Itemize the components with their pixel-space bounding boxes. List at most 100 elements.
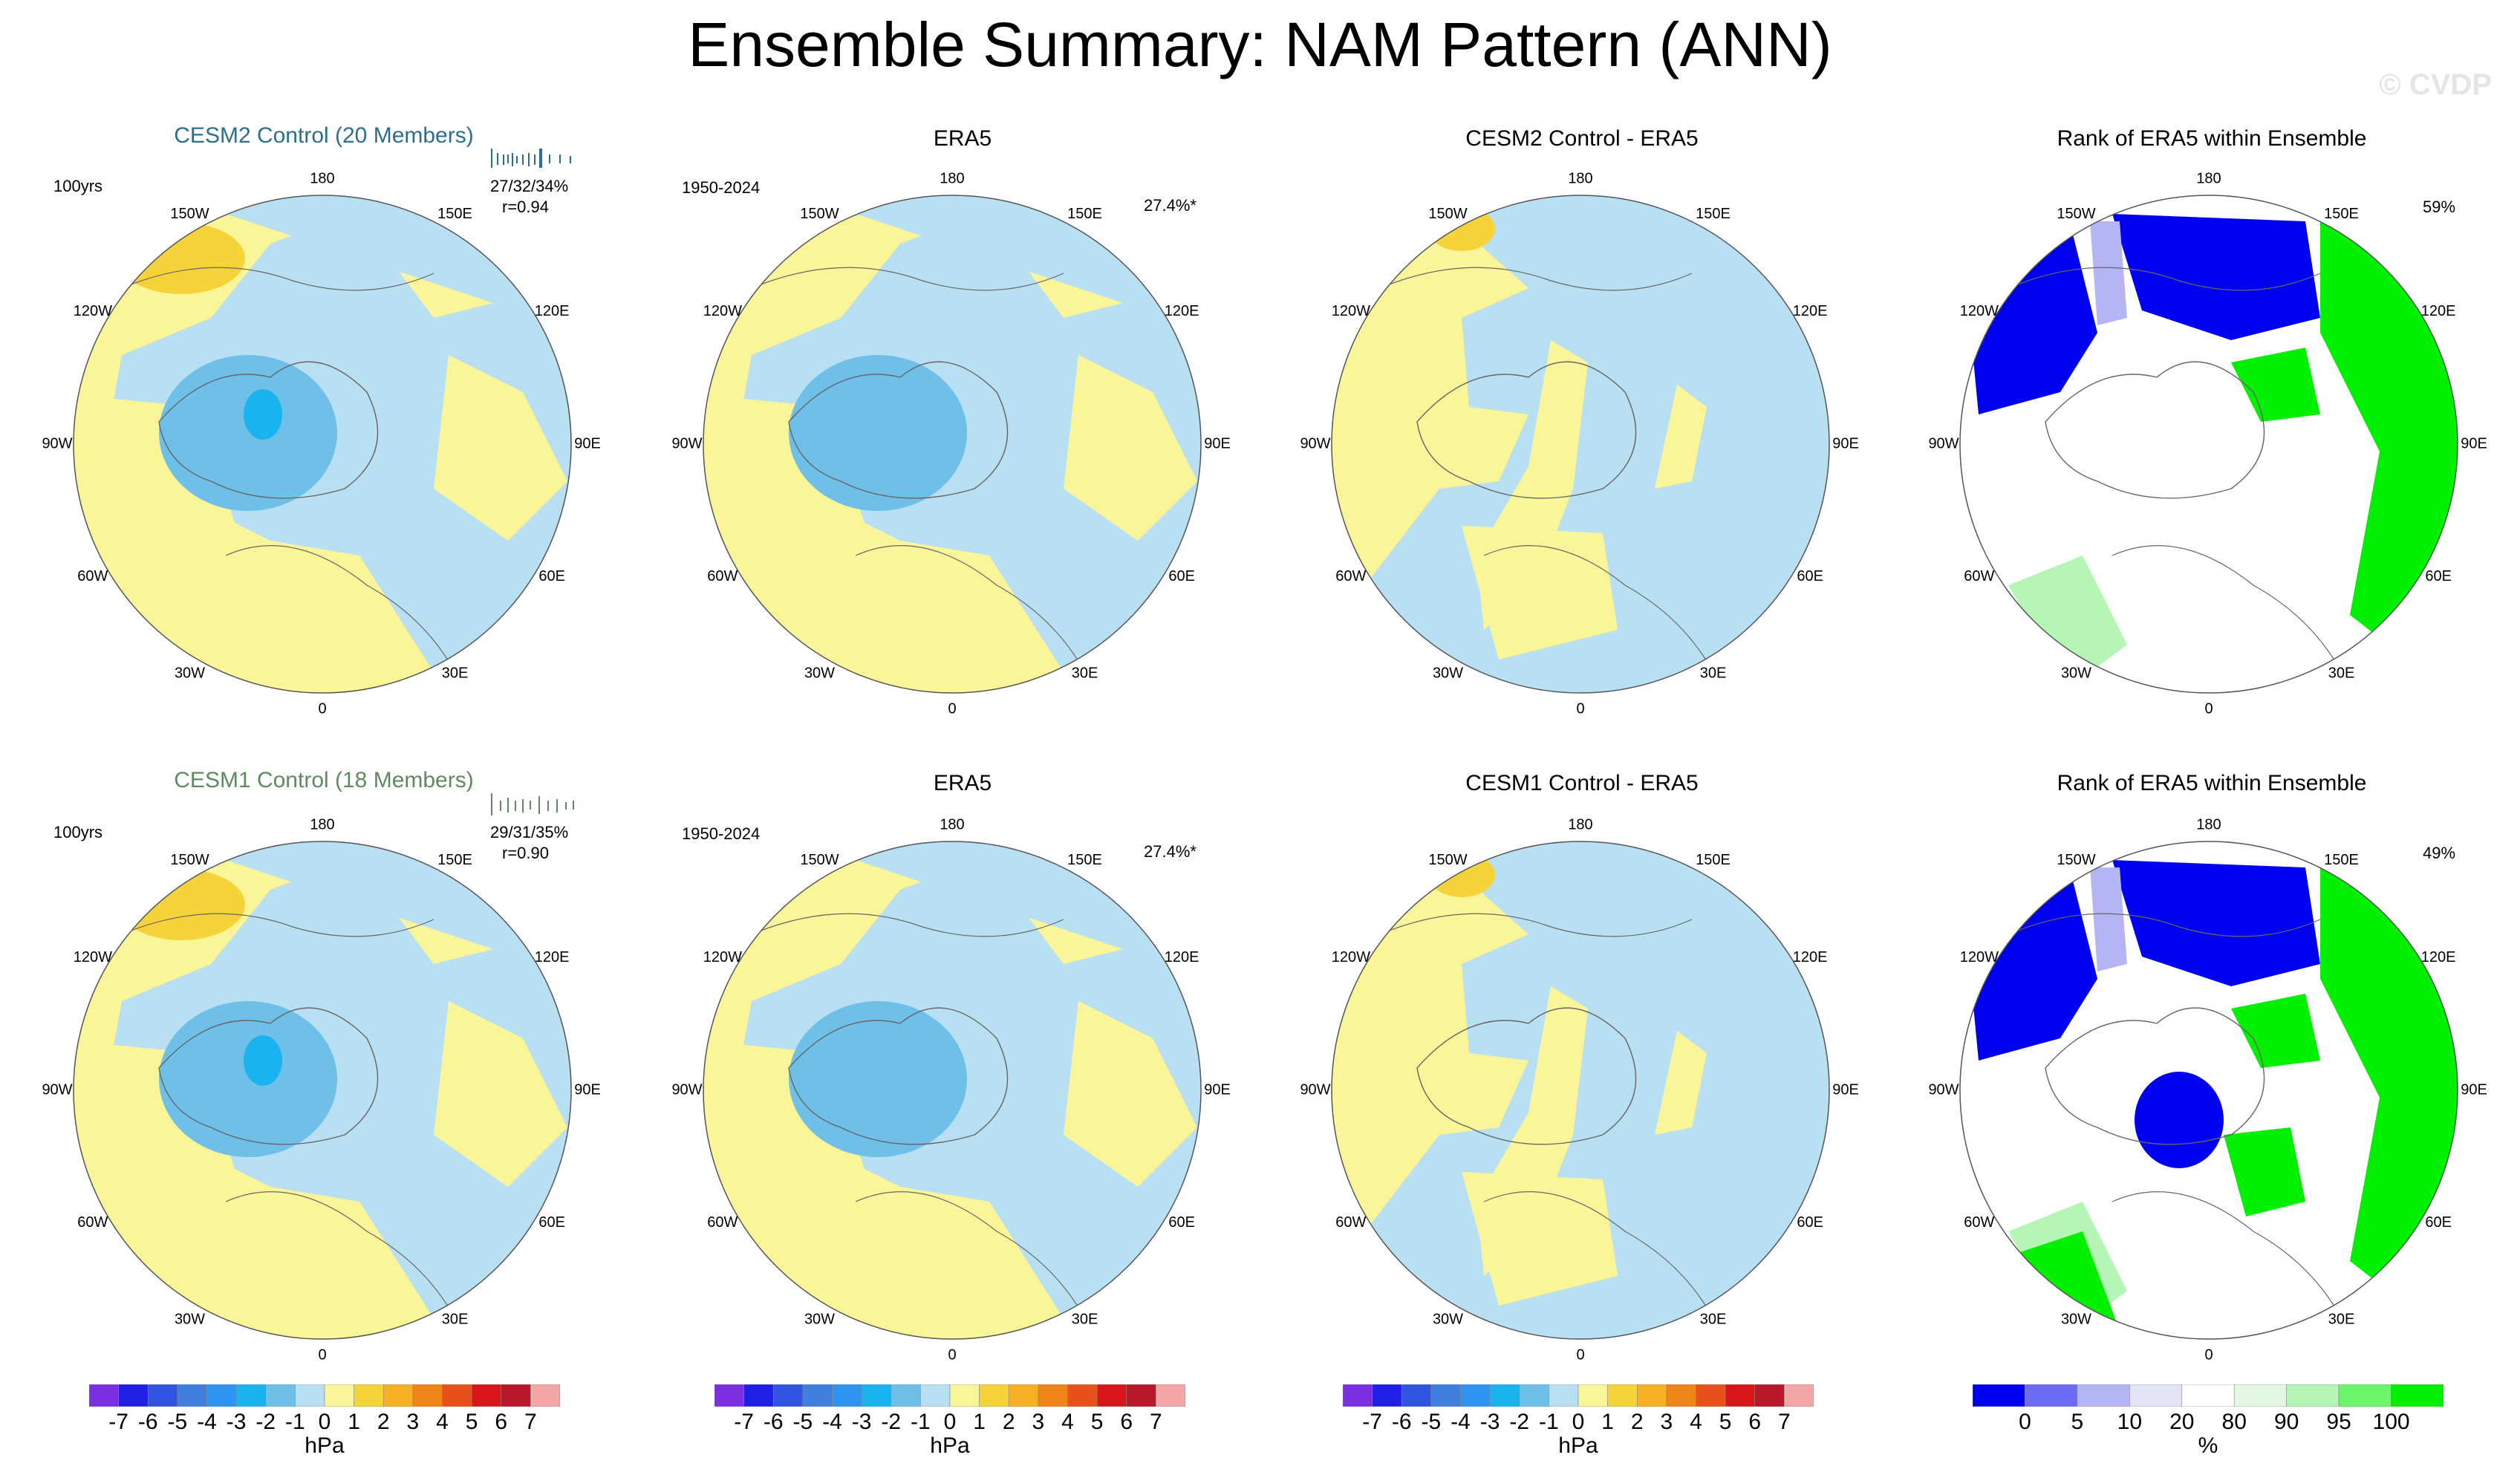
colorbar-tick-label: 6 <box>1748 1410 1762 1434</box>
longitude-label: 150W <box>800 206 839 222</box>
colorbar-box <box>1784 1384 1814 1407</box>
colorbar-box <box>714 1384 744 1407</box>
longitude-label: 180 <box>1568 170 1592 186</box>
colorbar-tick-label: -2 <box>881 1410 902 1434</box>
colorbar-tick-label: 4 <box>1690 1410 1702 1434</box>
colorbar-tick-label: 5 <box>465 1410 478 1434</box>
colorbar-tick-label: -6 <box>763 1410 784 1434</box>
coastline <box>121 913 434 937</box>
rank-low-region <box>2112 214 2320 340</box>
colorbar-tick-label: 1 <box>348 1410 360 1434</box>
colorbar-box <box>354 1384 384 1407</box>
longitude-label: 30E <box>2328 1311 2355 1327</box>
colorbar-tick-label: -4 <box>197 1410 217 1434</box>
longitude-label: 30W <box>804 1311 835 1327</box>
map-boundary <box>1959 195 2458 694</box>
coastline <box>1379 913 1693 937</box>
colorbar-tick-label: 6 <box>495 1410 508 1434</box>
longitude-label: 90W <box>42 1081 72 1098</box>
obs-period: 1950-2024 <box>682 824 761 843</box>
longitude-label: 150E <box>1696 206 1731 222</box>
colorbar-box <box>382 1384 414 1407</box>
longitude-label: 60E <box>538 568 565 584</box>
longitude-label: 60E <box>538 1214 565 1231</box>
longitude-label: 120W <box>703 303 742 319</box>
longitude-label: 150E <box>437 206 472 222</box>
map-cesm1-control: 180 150E 120E 90E 60E 30E 0 30W 60W 90W 120W 150W <box>42 816 600 1363</box>
coastline <box>2008 913 2321 937</box>
colorbar-tick-label: -6 <box>137 1410 158 1434</box>
colorbar-tick-label: -7 <box>108 1410 128 1434</box>
colorbar-boxes <box>1973 1384 2444 1407</box>
watermark: © CVDP <box>2379 68 2492 101</box>
longitude-label: 150W <box>1428 852 1467 868</box>
colorbar-unit: hPa <box>1558 1433 1598 1458</box>
coastline <box>855 545 1094 690</box>
coastline <box>225 545 464 690</box>
coastline <box>1379 267 1693 291</box>
colorbar-box <box>1460 1384 1491 1407</box>
longitude-label: 30E <box>1072 1311 1098 1327</box>
positive-anomaly-region <box>1064 355 1197 541</box>
coastline <box>788 1007 1009 1145</box>
panel-title-era5: ERA5 <box>933 771 992 795</box>
coastline <box>1483 1191 1722 1336</box>
longitude-label: 120E <box>1165 303 1199 319</box>
longitude-label: 150E <box>437 852 472 868</box>
colorbar-box <box>530 1384 560 1407</box>
map-boundary <box>703 195 1202 694</box>
colorbar-box <box>147 1384 178 1407</box>
map-boundary <box>1959 841 2458 1340</box>
panel-title-era5: ERA5 <box>933 126 992 151</box>
longitude-label: 150E <box>2324 206 2359 222</box>
longitude-label: 30E <box>1700 1311 1727 1327</box>
longitude-label: 90E <box>2461 1081 2487 1098</box>
negative-anomaly-core <box>789 355 967 511</box>
negative-anomaly-core <box>159 1001 337 1157</box>
longitude-label: 60E <box>2425 568 2452 584</box>
colorbar-unit: hPa <box>930 1433 970 1458</box>
longitude-label: 30E <box>2328 665 2355 681</box>
colorbar-box <box>1126 1384 1156 1407</box>
longitude-label: 60W <box>1335 568 1366 584</box>
longitude-label: 0 <box>2204 1346 2213 1363</box>
colorbar-boxes <box>89 1384 560 1407</box>
rank-below-region <box>2090 867 2127 971</box>
colorbar-tick-label: 4 <box>1061 1410 1074 1434</box>
longitude-label: 120E <box>1793 949 1828 965</box>
colorbar-tick-label: -3 <box>851 1410 872 1434</box>
colorbar-tick-label: 1 <box>973 1410 986 1434</box>
longitude-label: 180 <box>2196 816 2221 833</box>
longitude-label: 150E <box>2324 852 2359 868</box>
pattern-correlation: r=0.90 <box>502 844 549 862</box>
longitude-label: 180 <box>310 170 334 186</box>
colorbar-tick-label: 100 <box>2372 1410 2410 1434</box>
longitude-label: 120E <box>2421 949 2456 965</box>
panel-title-diff: CESM2 Control - ERA5 <box>1465 126 1699 151</box>
colorbar-box <box>324 1384 354 1407</box>
map-rank: 180 150E 120E 90E 60E 30E 0 30W 60W 90W 120W 150W <box>1928 816 2487 1363</box>
colorbar-box <box>772 1384 804 1407</box>
longitude-label: 150W <box>1428 206 1467 222</box>
colorbar-unit: hPa <box>305 1433 345 1458</box>
rank-high-region <box>2231 994 2320 1068</box>
pattern-correlation: r=0.94 <box>502 198 549 216</box>
longitude-label: 30E <box>1700 665 1727 681</box>
rank-above-region <box>2008 556 2127 689</box>
anomaly-minimum <box>244 389 282 440</box>
colorbar-box <box>861 1384 892 1407</box>
negative-anomaly-region <box>722 841 1201 1339</box>
longitude-label: 90W <box>1928 1081 1959 1098</box>
coastline <box>855 1191 1094 1336</box>
longitude-label: 60W <box>1964 1214 1994 1231</box>
colorbar-box <box>206 1384 237 1407</box>
map-boundary <box>73 841 572 1340</box>
longitude-label: 60W <box>77 1214 108 1231</box>
colorbar-box <box>802 1384 833 1407</box>
longitude-label: 30W <box>2061 1311 2091 1327</box>
colorbar-tick-label: 95 <box>2326 1410 2351 1434</box>
colorbar-tick-label: 5 <box>1719 1410 1732 1434</box>
colorbar-box <box>177 1384 207 1407</box>
map-boundary <box>1331 841 1830 1340</box>
colorbar-tick-label: -5 <box>792 1410 813 1434</box>
